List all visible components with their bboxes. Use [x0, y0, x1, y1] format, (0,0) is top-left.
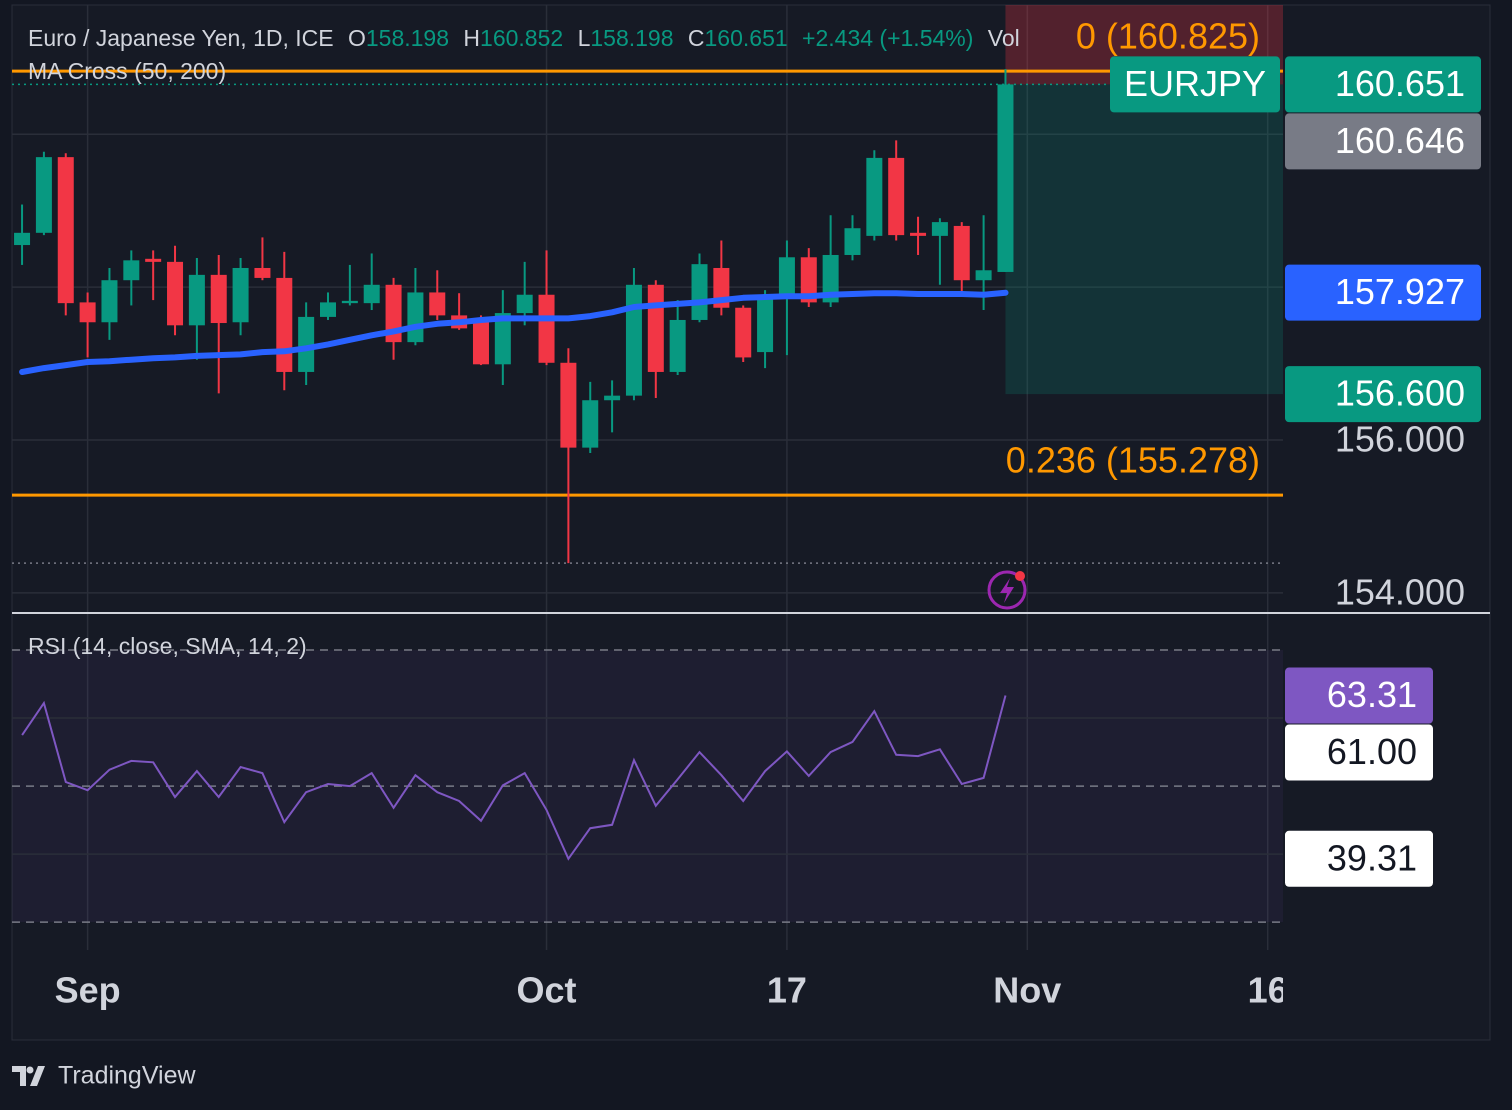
candle-body: [407, 292, 424, 343]
candle-body: [888, 157, 905, 236]
candle-body: [429, 292, 446, 316]
candle-body: [298, 316, 315, 372]
x-tick-label: 17: [767, 970, 807, 1011]
main-pane: 0 (160.825) 0.236 (155.278): [12, 5, 1283, 564]
candle-body: [232, 267, 249, 323]
high-label: H: [463, 25, 480, 51]
candle-body: [560, 362, 577, 448]
volume-label: Vol: [988, 25, 1020, 51]
open-label: O: [348, 25, 366, 51]
candle-body: [14, 232, 31, 246]
price-badge-label: 157.927: [1335, 271, 1465, 312]
x-tick-label: 16: [1248, 970, 1288, 1011]
grid: [12, 5, 1283, 950]
y-tick-label: 156.000: [1335, 419, 1465, 460]
candle-body: [931, 222, 948, 236]
symbol-badge: [1110, 56, 1280, 113]
price-badge: [1285, 830, 1433, 887]
fib-label: 0.236 (155.278): [1006, 440, 1260, 481]
candle-body: [494, 313, 511, 365]
x-axis: Sep Oct 17 Nov 16: [55, 970, 1288, 1011]
alert-icon: [987, 570, 1027, 610]
candle-body: [822, 254, 839, 303]
logo: [12, 1066, 45, 1086]
candle-body: [844, 228, 861, 255]
candle-body: [800, 257, 817, 303]
candle-body: [647, 284, 664, 372]
rsi-pane: [12, 649, 1283, 923]
candle-body: [735, 307, 752, 358]
rsi-line: [21, 695, 1007, 861]
open-value: 158.198: [366, 25, 449, 51]
candle-body: [276, 277, 293, 372]
price-badge: [1285, 56, 1481, 113]
price-badge-label: 156.600: [1335, 373, 1465, 414]
price-badge-label: 39.31: [1327, 837, 1417, 878]
ma-line: [19, 289, 1009, 375]
candle-body: [254, 267, 271, 278]
candle-body: [363, 284, 380, 304]
candle-body: [79, 302, 96, 323]
position-target-zone: [1005, 84, 1283, 395]
candle-body: [35, 157, 52, 233]
ma-title: MA Cross (50, 200): [28, 58, 226, 84]
x-tick-label: Nov: [993, 970, 1061, 1011]
candle-body: [604, 395, 621, 401]
candle-body: [625, 284, 642, 396]
close-label: C: [688, 25, 705, 51]
header: Euro / Japanese Yen, 1D, ICE O158.198 H1…: [28, 25, 1020, 51]
fib-label: 0 (160.825): [1076, 16, 1260, 57]
x-tick-label: Sep: [55, 970, 121, 1011]
y-tick-label: 154.000: [1335, 571, 1465, 612]
low-label: L: [578, 25, 591, 51]
rsi-title: RSI (14, close, SMA, 14, 2): [28, 633, 307, 659]
candle-body: [997, 84, 1014, 272]
candle-body: [778, 257, 795, 298]
candle-body: [57, 157, 74, 304]
low-value: 158.198: [590, 25, 673, 51]
candle-body: [975, 270, 992, 281]
symbol-label: EURJPY: [1124, 63, 1266, 104]
close-value: 160.651: [705, 25, 788, 51]
candle-body: [669, 319, 686, 372]
candle-body: [145, 258, 162, 262]
candle-body: [582, 400, 599, 448]
price-badge-label: 61.00: [1327, 731, 1417, 772]
price-badge-label: 160.651: [1335, 63, 1465, 104]
candle-body: [910, 232, 927, 236]
candle-body: [691, 264, 708, 320]
candle-body: [101, 280, 118, 323]
price-badge-label: 63.31: [1327, 674, 1417, 715]
price-badge: [1285, 366, 1481, 423]
candle-body: [953, 225, 970, 281]
candle-body: [167, 261, 184, 326]
candle-body: [123, 260, 140, 281]
candle-body: [320, 302, 337, 317]
candle-body: [538, 294, 555, 363]
price-badge-label: 160.646: [1335, 120, 1465, 161]
x-tick-label: Oct: [517, 970, 577, 1011]
symbol-line: Euro / Japanese Yen, 1D, ICE: [28, 25, 334, 51]
candle-body: [866, 157, 883, 236]
candle-body: [757, 297, 774, 353]
candle-body: [210, 274, 227, 324]
candle-body: [341, 300, 358, 304]
price-badge: [1285, 724, 1433, 781]
frame: [11, 4, 1491, 1041]
candle-body: [472, 319, 489, 365]
high-value: 160.852: [480, 25, 563, 51]
candle-body: [188, 274, 205, 326]
price-badge: [1285, 113, 1481, 170]
candle-body: [516, 294, 533, 314]
brand: TradingView: [58, 1062, 197, 1090]
price-axis: 156.000 154.000 EURJPY 160.651 160.646 157.92…: [1110, 56, 1481, 887]
price-badge: [1285, 264, 1481, 321]
price-badge: [1285, 667, 1433, 724]
change: +2.434 (+1.54%): [802, 25, 973, 51]
